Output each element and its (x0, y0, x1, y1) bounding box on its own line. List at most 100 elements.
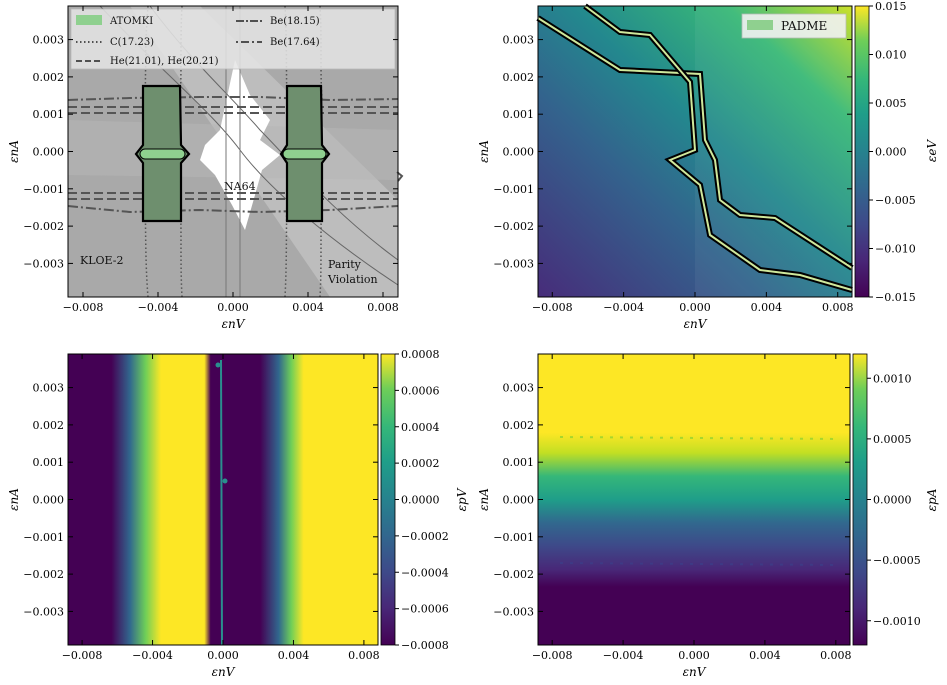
y-tick-label: −0.001 (23, 183, 64, 196)
x-tick-label: −0.004 (138, 301, 179, 314)
panel-top-left: NA64 KLOE-2 Parity Violation ATOMKI C(17… (67, 5, 404, 298)
br-colorbar (852, 353, 868, 646)
x-tick-label: 0.004 (751, 301, 783, 314)
tl-legend-atomki: ATOMKI (109, 16, 153, 27)
tl-legend-atomki-swatch (76, 15, 102, 25)
y-tick-label: −0.002 (23, 220, 64, 233)
x-tick-label: 0.008 (822, 301, 854, 314)
y-tick-label: 0.002 (503, 71, 535, 84)
x-tick-label: 0.004 (292, 301, 324, 314)
x-tick-label: 0.004 (749, 649, 781, 662)
x-tick-label: −0.008 (63, 301, 104, 314)
tl-annotation-kloe: KLOE-2 (80, 254, 124, 267)
y-axis-label: εnA (7, 488, 21, 511)
y-tick-label: 0.001 (503, 108, 535, 121)
x-tick-label: 0.000 (678, 649, 710, 662)
colorbar-tick-label: 0.0000 (401, 494, 440, 507)
x-tick-label: −0.008 (62, 649, 103, 662)
x-tick-label: −0.008 (532, 301, 573, 314)
y-tick-label: −0.002 (493, 568, 534, 581)
colorbar-tick-label: −0.0006 (401, 603, 449, 616)
tl-be-line (67, 96, 399, 102)
colorbar-tick-label: 0.010 (875, 49, 907, 62)
colorbar-tick-label: −0.015 (875, 291, 916, 304)
x-tick-label: −0.008 (532, 649, 573, 662)
colorbar-tick-label: −0.010 (875, 243, 916, 256)
x-tick-label: −0.004 (603, 301, 644, 314)
y-tick-label: −0.002 (23, 568, 64, 581)
x-axis-label: εnV (684, 317, 708, 331)
tl-legend-be18: Be(18.15) (270, 16, 320, 27)
tl-atomki-core-left (139, 148, 186, 160)
x-tick-label: 0.000 (217, 301, 249, 314)
colorbar-tick-label: 0.000 (875, 146, 907, 159)
colorbar-tick-label: −0.0002 (401, 530, 449, 543)
panel-bottom-left: εpV (67, 353, 469, 646)
y-tick-label: 0.003 (33, 34, 65, 47)
y-tick-label: −0.002 (493, 220, 534, 233)
x-axis-label: εnV (683, 665, 707, 679)
x-tick-label: 0.008 (367, 301, 399, 314)
tr-colorbar (854, 5, 870, 298)
bl-heatmap (68, 354, 378, 645)
colorbar-tick-label: 0.0006 (401, 384, 440, 397)
tl-legend-he: He(21.01), He(20.21) (110, 56, 219, 67)
y-tick-label: 0.000 (503, 146, 535, 159)
colorbar-tick-label: 0.0004 (401, 421, 440, 434)
tr-legend: PADME (741, 13, 847, 39)
br-noise-line (559, 562, 841, 566)
y-tick-label: 0.001 (33, 108, 65, 121)
colorbar-tick-label: 0.0008 (401, 348, 440, 361)
tr-legend-padme: PADME (781, 19, 827, 33)
tick-labels: −0.008 −0.004 0.000 0.004 0.008 −0.003 −0.002 −… (7, 0, 921, 679)
y-tick-label: 0.002 (33, 419, 65, 432)
y-tick-label: 0.001 (33, 456, 65, 469)
bl-colorbar-label: εpV (455, 487, 469, 511)
y-tick-label: 0.002 (503, 419, 535, 432)
x-tick-label: 0.004 (278, 649, 310, 662)
tl-annotation-na64: NA64 (224, 180, 256, 193)
tr-padme-band-fill (584, 5, 853, 291)
x-axis-label: εnV (222, 317, 246, 331)
br-heatmap (538, 354, 850, 645)
br-colorbar-label: εpA (925, 488, 939, 511)
colorbar-tick-label: 0.005 (875, 97, 907, 110)
x-tick-label: −0.004 (132, 649, 173, 662)
y-tick-label: −0.001 (23, 531, 64, 544)
tl-annotation-violation: Violation (327, 273, 378, 286)
tr-padme-band-fill (537, 17, 853, 269)
bl-marker (222, 478, 228, 484)
y-axis-label: εnA (477, 140, 491, 163)
y-tick-label: 0.000 (33, 146, 65, 159)
bl-marker (215, 362, 221, 368)
colorbar-tick-label: −0.005 (875, 194, 916, 207)
tl-legend-be17: Be(17.64) (270, 37, 320, 48)
y-tick-label: 0.000 (33, 494, 65, 507)
y-tick-label: 0.003 (33, 382, 65, 395)
colorbar-tick-label: 0.0010 (873, 372, 912, 385)
y-axis-label: εnA (477, 488, 491, 511)
y-tick-label: −0.003 (493, 257, 534, 270)
br-noise-line (559, 436, 841, 440)
y-tick-label: −0.003 (493, 605, 534, 618)
y-tick-label: 0.002 (33, 71, 65, 84)
tl-be-line (67, 205, 399, 214)
colorbar-tick-label: 0.015 (875, 0, 907, 13)
x-tick-label: −0.004 (603, 649, 644, 662)
x-tick-label: 0.008 (348, 649, 380, 662)
y-tick-label: 0.003 (503, 382, 535, 395)
tl-legend: ATOMKI C(17.23) He(21.01), He(20.21) Be(… (70, 8, 396, 70)
bl-colorbar (380, 353, 396, 646)
y-tick-label: −0.003 (23, 605, 64, 618)
tl-annotation-parity: Parity (328, 258, 362, 271)
x-axis-label: εnV (212, 665, 236, 679)
colorbar-tick-label: 0.0000 (873, 494, 912, 507)
tl-legend-c: C(17.23) (110, 37, 154, 48)
x-tick-label: 0.008 (820, 649, 852, 662)
colorbar-tick-label: −0.0005 (873, 554, 921, 567)
tr-legend-padme-swatch (747, 20, 773, 30)
tl-atomki-core-right (282, 148, 327, 160)
y-tick-label: 0.003 (503, 34, 535, 47)
